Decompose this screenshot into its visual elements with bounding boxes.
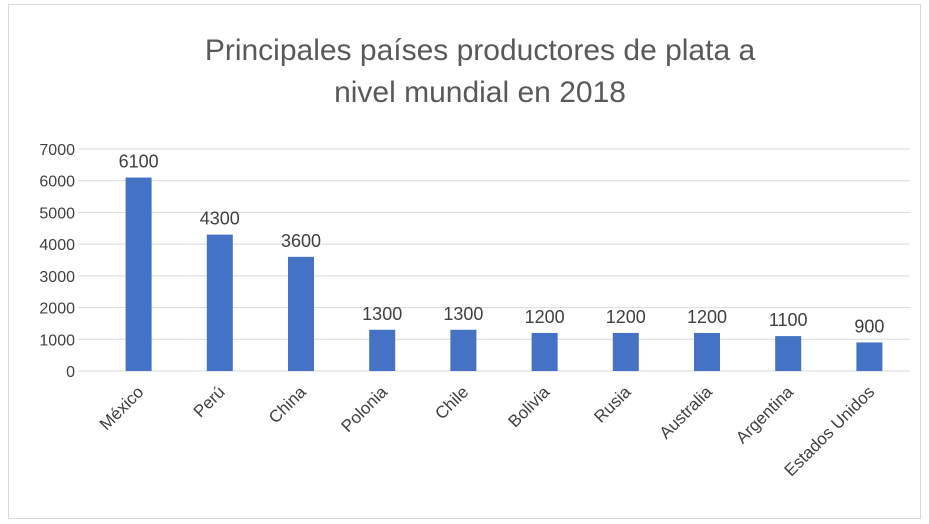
chart-border <box>8 4 921 519</box>
data-label: 1200 <box>606 307 646 327</box>
bar <box>531 332 558 371</box>
data-label: 6100 <box>119 152 159 172</box>
bar <box>206 234 233 371</box>
y-tick-label: 5000 <box>39 205 75 222</box>
y-tick-label: 7000 <box>39 142 75 159</box>
data-label: 1300 <box>443 304 483 324</box>
bar <box>369 329 396 371</box>
y-tick-label: 3000 <box>39 269 75 286</box>
data-label: 1100 <box>769 310 808 330</box>
bar <box>288 256 314 371</box>
y-tick-label: 1000 <box>39 332 75 349</box>
data-label: 1200 <box>687 307 727 327</box>
data-label: 1200 <box>525 307 565 327</box>
data-label: 900 <box>854 316 884 336</box>
y-tick-label: 0 <box>66 364 75 381</box>
data-label: 4300 <box>200 209 240 229</box>
y-tick-label: 6000 <box>39 174 75 191</box>
data-label: 1300 <box>362 304 402 324</box>
bar <box>694 332 720 371</box>
bar <box>450 329 477 371</box>
y-tick-label: 4000 <box>39 237 75 254</box>
chart-title: Principales países productores de plata … <box>204 34 756 109</box>
y-tick-label: 2000 <box>39 301 75 318</box>
bar <box>775 336 802 371</box>
data-label: 3600 <box>281 231 321 251</box>
bar <box>612 332 639 371</box>
bar <box>125 177 152 371</box>
bar <box>856 342 883 371</box>
